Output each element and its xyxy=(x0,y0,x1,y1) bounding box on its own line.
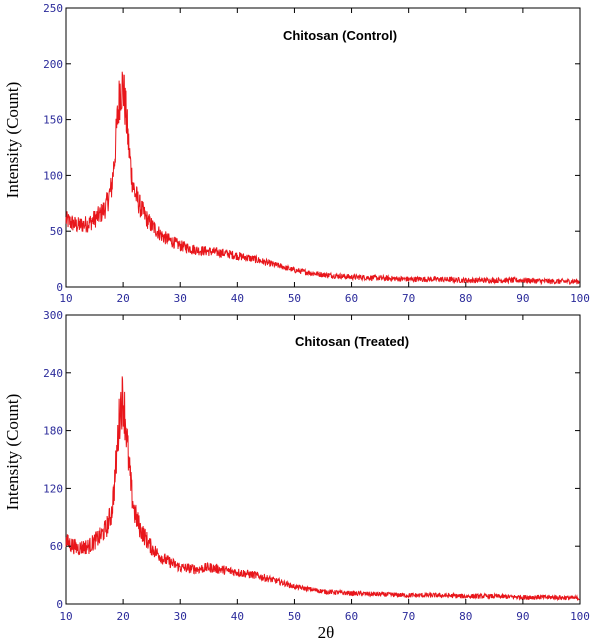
x-tick-label: 90 xyxy=(516,292,529,305)
x-tick-label: 10 xyxy=(59,292,72,305)
plot-frame xyxy=(65,314,581,605)
x-tick-label: 90 xyxy=(516,610,529,623)
y-tick-label: 0 xyxy=(56,598,63,611)
x-tick-label: 100 xyxy=(570,292,590,305)
y-tick-label: 120 xyxy=(43,482,63,495)
x-tick-label: 20 xyxy=(116,610,129,623)
chart-title: Chitosan (Control) xyxy=(283,28,397,43)
y-tick-label: 0 xyxy=(56,281,63,294)
x-tick-label: 10 xyxy=(59,610,72,623)
x-tick-label: 30 xyxy=(174,610,187,623)
x-tick-label: 100 xyxy=(570,610,590,623)
x-tick-label: 50 xyxy=(288,610,301,623)
x-tick-label: 80 xyxy=(459,292,472,305)
control-plot: 10 20 30 40 50 60 70 80 90 100 0 50 100 150 200 250 Chit… xyxy=(3,2,590,305)
plot-frame xyxy=(65,7,581,288)
x-tick-label: 70 xyxy=(402,610,415,623)
y-tick-label: 240 xyxy=(43,367,63,380)
series-line-0 xyxy=(65,376,580,602)
x-tick-label: 20 xyxy=(116,292,129,305)
x-tick-label: 40 xyxy=(231,292,244,305)
x-tick-label: 60 xyxy=(345,292,358,305)
y-tick-label: 100 xyxy=(43,169,63,182)
x-tick-label: 30 xyxy=(174,292,187,305)
y-tick-label: 250 xyxy=(43,2,63,15)
y-tick-label: 200 xyxy=(43,58,63,71)
x-tick-label: 80 xyxy=(459,610,472,623)
chart-title: Chitosan (Treated) xyxy=(295,334,409,349)
x-tick-label: 60 xyxy=(345,610,358,623)
x-tick-label: 70 xyxy=(402,292,415,305)
x-tick-label: 50 xyxy=(288,292,301,305)
treated-plot: 10 20 30 40 50 60 70 80 90 100 0 60 120 180 240 300 Chit… xyxy=(3,309,590,642)
y-axis-label: Intensity (Count) xyxy=(3,394,22,511)
y-tick-label: 150 xyxy=(43,114,63,127)
y-tick-label: 60 xyxy=(50,540,63,553)
y-axis-label: Intensity (Count) xyxy=(3,82,22,199)
y-tick-label: 300 xyxy=(43,309,63,322)
x-axis-label: 2θ xyxy=(318,623,335,642)
y-tick-label: 50 xyxy=(50,225,63,238)
y-tick-label: 180 xyxy=(43,425,63,438)
series-line-0 xyxy=(65,71,580,286)
x-tick-label: 40 xyxy=(231,610,244,623)
